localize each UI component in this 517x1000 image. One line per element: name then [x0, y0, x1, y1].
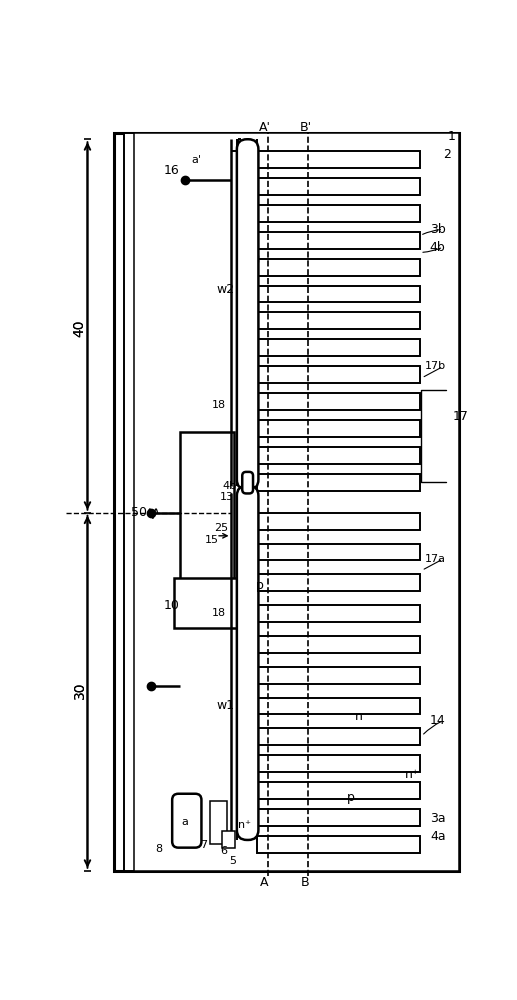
Bar — [124, 133, 459, 871]
Text: B: B — [301, 876, 310, 889]
Text: 50: 50 — [131, 506, 147, 519]
Text: p: p — [347, 791, 355, 804]
Bar — [257, 782, 420, 799]
Bar — [257, 259, 420, 276]
Text: 1: 1 — [448, 130, 455, 143]
Text: 40: 40 — [73, 319, 87, 337]
Text: 40: 40 — [73, 319, 87, 337]
Text: 13: 13 — [220, 492, 234, 502]
Bar — [257, 312, 420, 329]
Text: n⁺: n⁺ — [238, 820, 251, 830]
Bar — [222, 831, 235, 848]
Bar — [257, 809, 420, 826]
Text: 18: 18 — [212, 400, 226, 410]
Text: 3b: 3b — [430, 223, 446, 236]
Bar — [257, 698, 420, 714]
Text: A': A' — [258, 121, 270, 134]
Text: a: a — [182, 817, 189, 827]
Text: 17: 17 — [452, 410, 468, 423]
Bar — [210, 801, 227, 844]
Text: 30: 30 — [73, 681, 87, 699]
Bar — [257, 286, 420, 302]
Text: 2: 2 — [443, 148, 451, 161]
Text: 7: 7 — [201, 840, 208, 850]
Bar — [257, 836, 420, 853]
Bar — [257, 474, 420, 491]
FancyBboxPatch shape — [172, 794, 202, 848]
Text: 4a: 4a — [430, 830, 446, 843]
Bar — [257, 667, 420, 684]
Bar — [134, 133, 459, 871]
Bar — [257, 232, 420, 249]
Bar — [114, 133, 459, 871]
Bar — [257, 420, 420, 437]
Text: 6: 6 — [220, 846, 227, 856]
Text: 15: 15 — [205, 535, 219, 545]
Bar — [257, 393, 420, 410]
Text: B': B' — [299, 121, 311, 134]
FancyBboxPatch shape — [242, 472, 253, 493]
Bar — [257, 178, 420, 195]
Text: p: p — [256, 579, 264, 592]
Bar — [257, 366, 420, 383]
Bar — [257, 205, 420, 222]
Bar — [257, 151, 420, 168]
Text: 4b: 4b — [430, 241, 446, 254]
FancyBboxPatch shape — [237, 139, 258, 490]
Text: a': a' — [191, 155, 202, 165]
Bar — [174, 578, 237, 628]
Bar — [257, 574, 420, 591]
Text: 25: 25 — [214, 523, 229, 533]
Text: A: A — [261, 876, 269, 889]
Text: 16: 16 — [163, 164, 179, 177]
Text: 30: 30 — [73, 681, 87, 699]
Text: w1: w1 — [216, 699, 234, 712]
Text: 3a: 3a — [430, 812, 446, 825]
Text: 5: 5 — [230, 856, 236, 866]
Text: 8: 8 — [155, 844, 162, 854]
Text: 14: 14 — [430, 714, 446, 727]
Bar — [257, 544, 420, 560]
Text: 10: 10 — [163, 599, 179, 612]
Bar — [257, 447, 420, 464]
Text: n⁺: n⁺ — [405, 768, 420, 781]
Bar — [257, 513, 420, 530]
Text: 17a: 17a — [424, 554, 446, 564]
Bar — [257, 339, 420, 356]
Text: w2: w2 — [216, 283, 234, 296]
Bar — [257, 728, 420, 745]
Text: 4b: 4b — [223, 481, 237, 491]
Text: n: n — [355, 710, 362, 723]
Text: 17b: 17b — [424, 361, 446, 371]
Bar — [257, 636, 420, 653]
Bar — [257, 755, 420, 772]
FancyBboxPatch shape — [237, 486, 258, 840]
Bar — [257, 605, 420, 622]
Text: 18: 18 — [212, 608, 226, 618]
Bar — [180, 432, 234, 582]
